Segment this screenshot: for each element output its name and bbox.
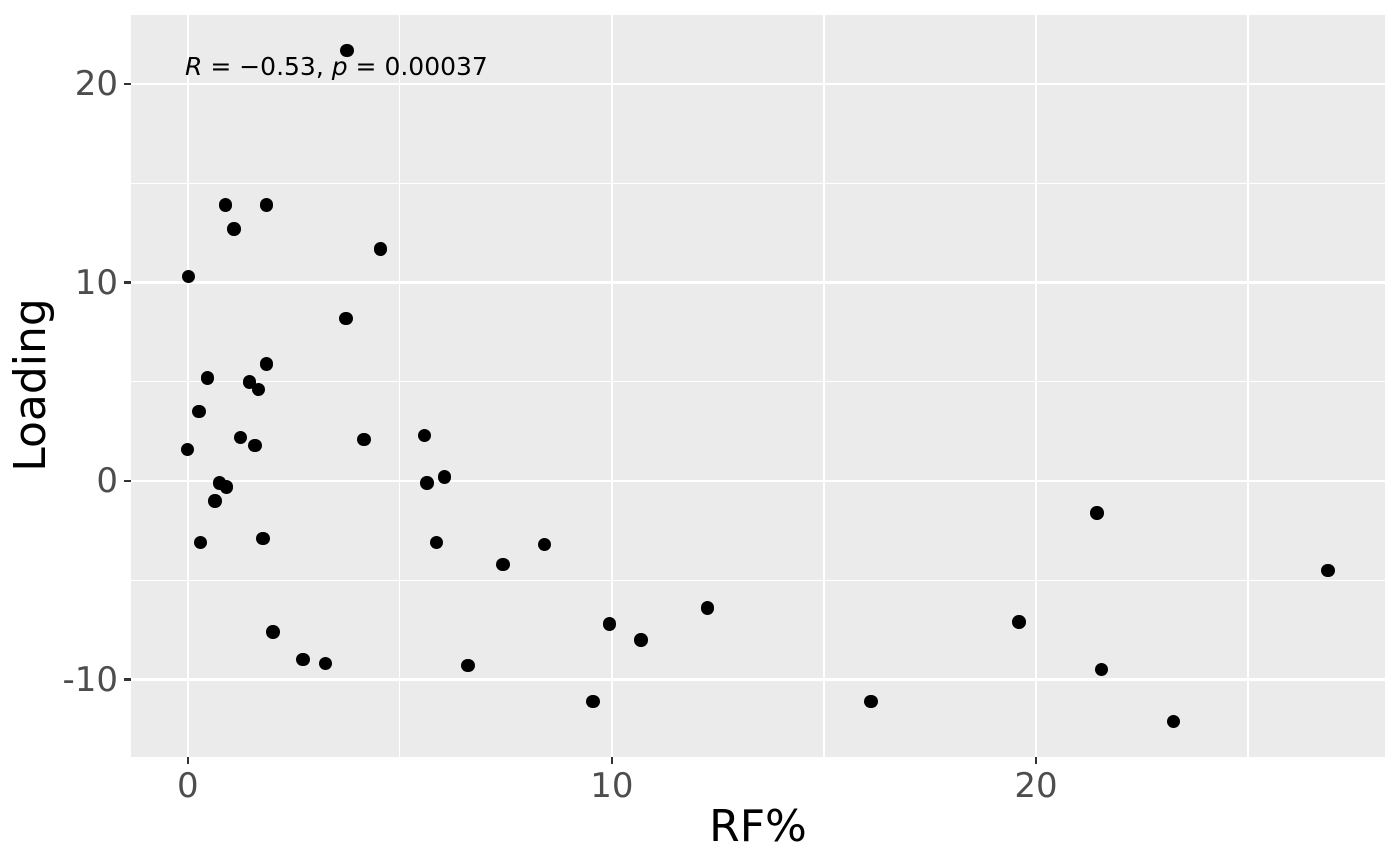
data-point — [200, 371, 215, 385]
data-point — [602, 617, 617, 631]
data-point — [193, 535, 208, 550]
y-axis-tick-mark — [124, 678, 131, 681]
data-point — [417, 428, 432, 443]
minor-gridline-x — [399, 15, 401, 757]
data-point — [373, 242, 388, 256]
y-tick-label: 0 — [96, 461, 118, 502]
minor-gridline-x — [1247, 15, 1249, 757]
data-point — [227, 222, 241, 236]
y-tick-label: -10 — [62, 659, 118, 700]
data-point — [181, 269, 196, 284]
y-axis-tick-mark — [124, 479, 131, 483]
data-point — [192, 404, 206, 419]
data-point — [260, 198, 274, 212]
y-tick-label: 10 — [74, 262, 118, 303]
data-point — [461, 658, 475, 673]
data-point — [1012, 615, 1026, 629]
data-point — [537, 537, 552, 552]
x-axis-tick-mark — [186, 757, 190, 764]
data-point — [420, 476, 434, 490]
data-point — [318, 657, 333, 671]
x-tick-label: 0 — [176, 766, 199, 806]
data-point — [1167, 714, 1181, 728]
correlation-r-symbol: R — [185, 52, 203, 81]
x-axis-tick-mark — [1034, 757, 1038, 764]
data-point — [1095, 662, 1109, 677]
data-point — [180, 442, 195, 456]
data-point — [429, 535, 444, 550]
major-gridline-x — [1034, 15, 1038, 757]
correlation-p-value: = 0.00037 — [347, 52, 488, 81]
minor-gridline-y — [131, 579, 1385, 581]
x-tick-label: 20 — [1014, 766, 1058, 806]
data-point — [339, 311, 353, 325]
data-point — [1321, 563, 1335, 578]
data-point — [296, 653, 310, 667]
data-point — [218, 198, 233, 212]
major-gridline-y — [131, 479, 1385, 483]
x-axis-title: RF% — [709, 801, 807, 852]
data-point — [701, 601, 715, 615]
major-gridline-x — [186, 15, 190, 757]
data-point — [251, 383, 265, 397]
correlation-r-value: = −0.53, — [202, 52, 332, 81]
data-point — [208, 494, 222, 508]
data-point — [260, 357, 274, 371]
minor-gridline-y — [131, 182, 1385, 184]
data-point — [1090, 506, 1104, 520]
major-gridline-y — [131, 678, 1385, 681]
major-gridline-x — [610, 15, 614, 757]
data-point — [266, 625, 280, 639]
data-point — [357, 432, 371, 447]
y-axis-tick-mark — [124, 82, 131, 86]
minor-gridline-x — [823, 15, 825, 757]
minor-gridline-y — [131, 381, 1385, 383]
x-tick-label: 10 — [590, 766, 634, 806]
data-point — [496, 557, 510, 572]
x-axis-tick-mark — [610, 757, 614, 764]
y-axis-tick-mark — [124, 281, 131, 284]
correlation-annotation: R = −0.53, p = 0.00037 — [185, 52, 488, 81]
data-point — [219, 480, 234, 494]
major-gridline-y — [131, 281, 1385, 284]
y-tick-label: 20 — [74, 64, 118, 105]
data-point — [248, 438, 262, 453]
data-point — [634, 633, 648, 647]
data-point — [864, 694, 878, 709]
data-point — [233, 430, 248, 445]
correlation-p-symbol: p — [331, 52, 348, 81]
data-point — [340, 43, 354, 58]
plot-panel — [131, 15, 1385, 757]
data-point — [256, 531, 270, 546]
major-gridline-y — [131, 82, 1385, 86]
data-point — [437, 470, 452, 484]
data-point — [586, 694, 600, 709]
